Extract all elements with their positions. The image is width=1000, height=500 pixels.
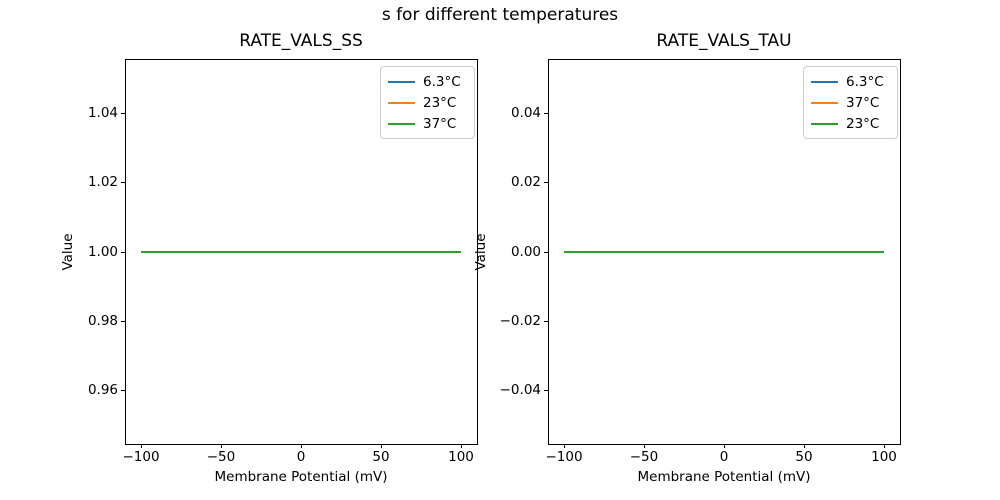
legend-entry: 6.3°C: [811, 71, 890, 92]
axes-title-rate-vals-ss: RATE_VALS_SS: [239, 31, 363, 51]
y-tick: [544, 390, 548, 391]
axes-title-rate-vals-tau: RATE_VALS_TAU: [656, 31, 792, 51]
legend-line-swatch: [388, 122, 415, 125]
legend-entry: 23°C: [811, 113, 890, 134]
series-line: [141, 251, 461, 253]
y-tick-label: 0.02: [510, 174, 541, 190]
y-tick-label: 0.04: [510, 105, 541, 121]
x-tick-label: 50: [795, 449, 813, 465]
x-tick-label: −50: [206, 449, 236, 465]
legend-label: 37°C: [423, 115, 457, 132]
legend-line-swatch: [811, 80, 838, 83]
x-tick: [564, 444, 565, 448]
legend-entry: 6.3°C: [388, 71, 467, 92]
y-tick-label: 0.96: [87, 382, 118, 398]
y-tick: [544, 113, 548, 114]
y-tick: [544, 252, 548, 253]
y-tick: [544, 321, 548, 322]
legend-line-swatch: [388, 80, 415, 83]
legend-line-swatch: [811, 101, 838, 104]
legend-entry: 37°C: [811, 92, 890, 113]
x-tick: [644, 444, 645, 448]
x-tick: [461, 444, 462, 448]
y-tick: [121, 390, 125, 391]
legend-label: 6.3°C: [846, 73, 884, 90]
y-tick: [121, 321, 125, 322]
legend-label: 23°C: [423, 94, 457, 111]
x-tick: [804, 444, 805, 448]
x-tick-label: −100: [122, 449, 160, 465]
x-tick: [221, 444, 222, 448]
series-line: [564, 251, 884, 253]
x-tick: [141, 444, 142, 448]
legend-line-swatch: [811, 122, 838, 125]
y-tick-label: 0.00: [510, 244, 541, 260]
y-tick: [544, 182, 548, 183]
x-tick-label: −100: [545, 449, 583, 465]
y-tick: [121, 252, 125, 253]
x-tick: [884, 444, 885, 448]
y-tick-label: −0.04: [499, 382, 541, 398]
y-tick-label: 1.04: [87, 105, 118, 121]
x-tick-label: 50: [372, 449, 390, 465]
x-axis-label-rate-vals-tau: Membrane Potential (mV): [637, 469, 811, 485]
x-tick: [301, 444, 302, 448]
legend-entry: 37°C: [388, 113, 467, 134]
y-tick-label: 1.02: [87, 174, 118, 190]
x-axis-label-rate-vals-ss: Membrane Potential (mV): [214, 469, 388, 485]
legend: 6.3°C 23°C 37°C: [380, 66, 475, 139]
legend-label: 6.3°C: [423, 73, 461, 90]
y-tick: [121, 182, 125, 183]
x-tick: [381, 444, 382, 448]
x-tick-label: 100: [871, 449, 897, 465]
x-tick-label: 100: [448, 449, 474, 465]
legend-label: 23°C: [846, 115, 880, 132]
legend-line-swatch: [388, 101, 415, 104]
legend-entry: 23°C: [388, 92, 467, 113]
x-tick-label: 0: [719, 449, 729, 465]
y-tick-label: 0.98: [87, 313, 118, 329]
y-tick: [121, 113, 125, 114]
legend-label: 37°C: [846, 94, 880, 111]
x-tick-label: −50: [629, 449, 659, 465]
x-tick: [724, 444, 725, 448]
y-tick-label: 1.00: [87, 244, 118, 260]
y-tick-label: −0.02: [499, 313, 541, 329]
x-tick-label: 0: [296, 449, 306, 465]
legend: 6.3°C 37°C 23°C: [803, 66, 898, 139]
figure-suptitle: s for different temperatures: [381, 5, 619, 25]
